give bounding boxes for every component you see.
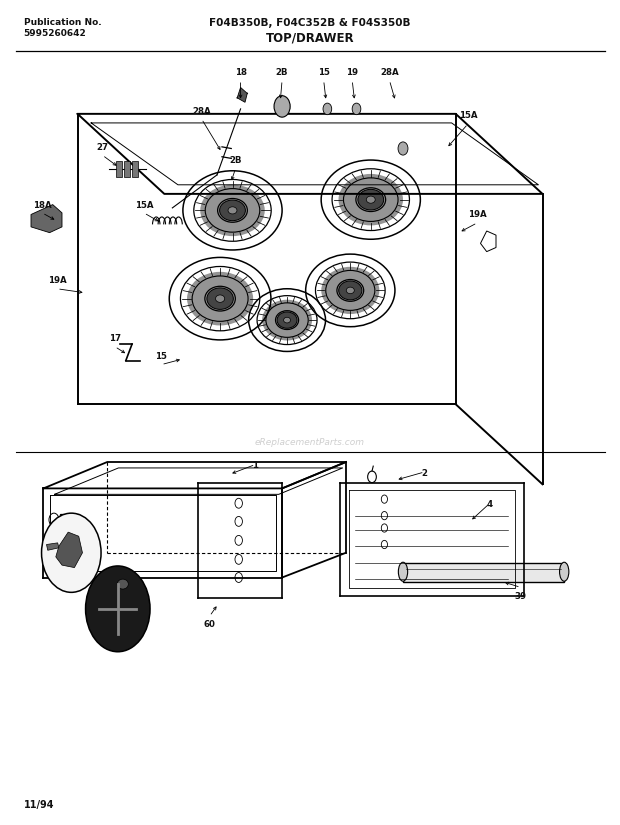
- Text: 2B: 2B: [229, 156, 242, 165]
- Ellipse shape: [207, 288, 233, 309]
- Ellipse shape: [277, 312, 297, 328]
- Text: 39: 39: [515, 592, 527, 601]
- Text: 17: 17: [108, 334, 121, 343]
- Text: 19: 19: [346, 68, 358, 77]
- Ellipse shape: [216, 295, 224, 302]
- Ellipse shape: [117, 579, 128, 589]
- Circle shape: [323, 103, 332, 115]
- Text: 4: 4: [487, 500, 493, 509]
- Ellipse shape: [339, 174, 403, 225]
- Polygon shape: [237, 87, 247, 102]
- Ellipse shape: [228, 207, 237, 214]
- Circle shape: [398, 142, 408, 155]
- Polygon shape: [56, 532, 82, 568]
- Text: 2B: 2B: [276, 68, 288, 77]
- Bar: [124, 161, 130, 177]
- Text: 19A: 19A: [468, 210, 487, 219]
- Ellipse shape: [321, 266, 379, 314]
- Circle shape: [274, 96, 290, 117]
- Circle shape: [42, 513, 101, 592]
- Text: 15: 15: [317, 68, 330, 77]
- Ellipse shape: [347, 287, 354, 294]
- Text: 27: 27: [96, 143, 108, 152]
- Text: 1: 1: [252, 461, 259, 470]
- Ellipse shape: [219, 200, 246, 220]
- Text: 11/94: 11/94: [24, 800, 54, 810]
- Ellipse shape: [560, 563, 569, 581]
- Bar: [132, 161, 138, 177]
- Text: 15: 15: [155, 352, 167, 361]
- Text: 28A: 28A: [380, 68, 399, 77]
- Text: 19A: 19A: [48, 276, 66, 285]
- Text: 60: 60: [203, 620, 216, 629]
- Ellipse shape: [358, 190, 384, 210]
- Ellipse shape: [399, 563, 408, 581]
- Text: TOP/DRAWER: TOP/DRAWER: [266, 31, 354, 45]
- Bar: [116, 161, 122, 177]
- Text: 15A: 15A: [135, 200, 153, 210]
- Ellipse shape: [283, 318, 291, 323]
- Circle shape: [86, 566, 150, 652]
- Text: 28A: 28A: [192, 106, 211, 116]
- Text: 18A: 18A: [33, 200, 51, 210]
- Text: eReplacementParts.com: eReplacementParts.com: [255, 438, 365, 446]
- Polygon shape: [31, 205, 62, 233]
- Ellipse shape: [339, 281, 362, 299]
- Text: Publication No.: Publication No.: [24, 18, 101, 27]
- Circle shape: [352, 103, 361, 115]
- Bar: [65, 520, 74, 536]
- Text: 7: 7: [70, 575, 76, 584]
- Ellipse shape: [262, 299, 312, 341]
- Ellipse shape: [366, 196, 375, 203]
- Text: 5995260642: 5995260642: [24, 29, 86, 38]
- Text: 18: 18: [234, 68, 247, 77]
- Text: F04B350B, F04C352B & F04S350B: F04B350B, F04C352B & F04S350B: [210, 18, 410, 28]
- Polygon shape: [403, 563, 564, 582]
- Polygon shape: [46, 543, 59, 550]
- Bar: [60, 514, 79, 543]
- Ellipse shape: [200, 185, 265, 236]
- Text: 2: 2: [422, 469, 428, 478]
- Ellipse shape: [187, 272, 253, 325]
- Text: 44: 44: [113, 618, 126, 627]
- Text: 15A: 15A: [459, 111, 477, 120]
